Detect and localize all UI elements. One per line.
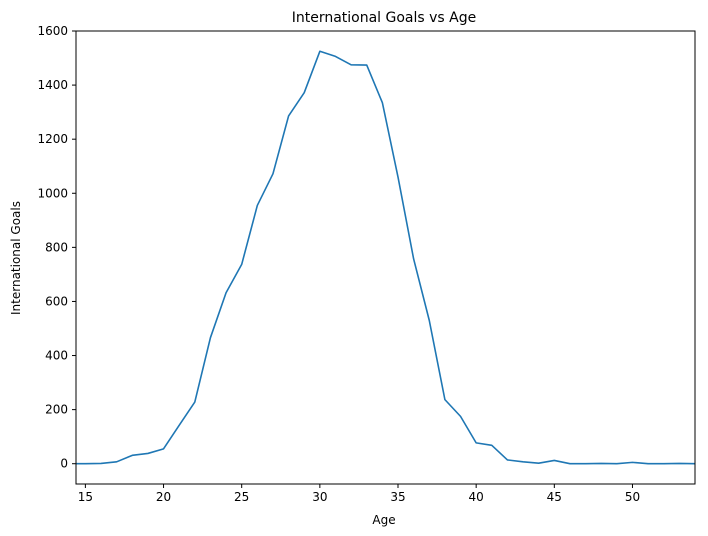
y-axis-label: International Goals xyxy=(9,201,23,315)
x-tick-label: 30 xyxy=(312,490,327,504)
plot-frame xyxy=(75,30,696,485)
y-tick-label: 800 xyxy=(45,240,68,254)
x-tick-label: 45 xyxy=(547,490,562,504)
x-tick-label: 35 xyxy=(390,490,405,504)
x-tick-label: 20 xyxy=(156,490,171,504)
x-tick-label: 15 xyxy=(78,490,93,504)
y-tick-label: 1000 xyxy=(37,186,68,200)
x-tick-label: 50 xyxy=(625,490,640,504)
chart-title: International Goals vs Age xyxy=(292,10,477,26)
y-tick-label: 400 xyxy=(45,349,68,363)
y-tick-label: 1200 xyxy=(37,132,68,146)
y-tick-label: 1400 xyxy=(37,78,68,92)
y-tick-label: 200 xyxy=(45,403,68,417)
y-tick-label: 600 xyxy=(45,294,68,308)
x-axis-label: Age xyxy=(372,513,395,527)
y-tick-label: 0 xyxy=(60,457,68,471)
y-tick-label: 1600 xyxy=(37,24,68,38)
series-line-0 xyxy=(76,50,695,465)
y-axis: 0 200 400 600 800 1000 1200 1400 1600 xyxy=(37,24,76,471)
x-axis: 15 20 25 30 35 40 45 50 xyxy=(78,484,640,504)
x-tick-label: 25 xyxy=(234,490,249,504)
plot-area xyxy=(75,30,696,485)
x-tick-label: 40 xyxy=(469,490,484,504)
